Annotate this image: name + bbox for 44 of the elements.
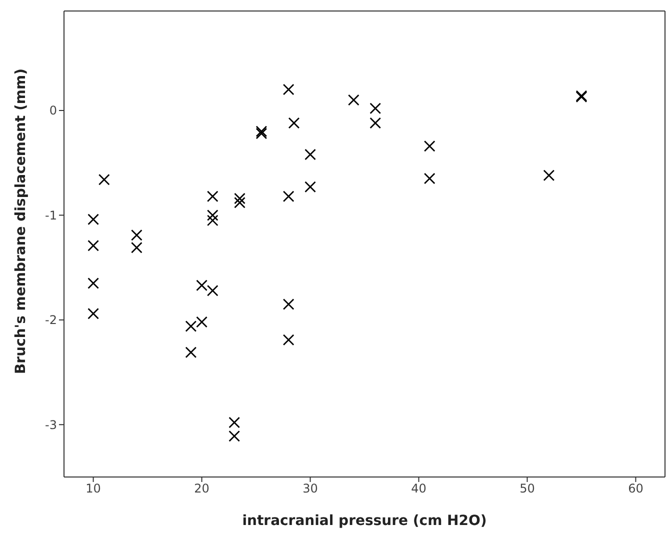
point — [282, 190, 294, 202]
point — [185, 346, 197, 358]
point — [88, 278, 99, 289]
point — [206, 190, 218, 202]
point — [282, 298, 294, 310]
point — [88, 308, 99, 320]
point — [304, 181, 316, 193]
x-tick-label: 50 — [520, 482, 535, 496]
y-tick-label: 0 — [49, 104, 57, 118]
point — [88, 240, 99, 252]
y-axis-title: Bruch's membrane displacement (mm) — [12, 68, 29, 374]
point — [370, 117, 382, 129]
point — [424, 140, 436, 152]
x-tick-label: 30 — [302, 482, 318, 496]
point — [196, 316, 208, 328]
point — [234, 192, 246, 204]
point — [206, 210, 218, 221]
y-tick-label: -2 — [45, 313, 57, 328]
point — [304, 148, 316, 160]
point — [228, 416, 240, 428]
y-tick-label: -3 — [45, 418, 57, 432]
x-tick-label: 10 — [86, 482, 101, 496]
point — [348, 94, 360, 106]
x-tick-label: 60 — [628, 482, 644, 496]
point — [228, 430, 240, 442]
point — [234, 196, 246, 208]
point — [206, 284, 218, 296]
point — [282, 334, 294, 346]
point — [98, 174, 110, 186]
point — [130, 242, 142, 254]
x-axis-title: intracranial pressure (cm H2O) — [242, 513, 487, 529]
point — [88, 214, 99, 226]
point — [543, 170, 555, 182]
point — [424, 172, 436, 184]
point — [288, 117, 300, 129]
point — [196, 280, 208, 292]
point — [130, 229, 142, 241]
x-tick-label: 20 — [194, 482, 210, 496]
point — [282, 84, 294, 96]
point — [370, 102, 382, 114]
x-tick-label: 40 — [411, 482, 426, 496]
point — [206, 214, 218, 226]
point — [185, 320, 197, 332]
y-tick-label: -1 — [45, 208, 57, 222]
